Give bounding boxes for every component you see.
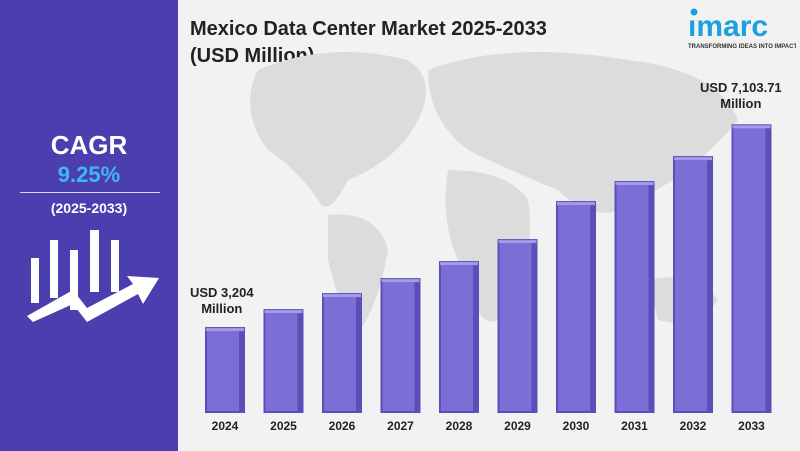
- growth-chart-icon: [27, 230, 159, 322]
- bar-side: [239, 328, 244, 412]
- cagr-label: CAGR: [50, 130, 128, 160]
- bar-top: [206, 328, 244, 332]
- bar-top: [732, 125, 771, 129]
- bar-top: [381, 279, 420, 283]
- bar-2032: [673, 156, 713, 413]
- cagr-panel: CAGR 9.25% (2025-2033): [0, 0, 178, 451]
- x-tick-label: 2026: [329, 419, 356, 433]
- bar-2029: [497, 239, 538, 413]
- bar-top: [323, 294, 361, 298]
- x-tick-label: 2030: [563, 419, 590, 433]
- bar-side: [765, 125, 771, 412]
- bar-top: [440, 262, 478, 266]
- annotation-first-unit: Million: [201, 301, 243, 316]
- bar-chart: 2024 2025 2026 2027 2028 2029 2030 2031 2032 2033: [205, 52, 772, 433]
- cagr-period: (2025-2033): [50, 200, 128, 216]
- bar: [380, 278, 421, 414]
- bar-top: [674, 157, 712, 161]
- bar: [322, 293, 362, 413]
- bar-top: [557, 202, 595, 206]
- bar-side: [473, 262, 478, 412]
- bar: [439, 261, 479, 414]
- bar: [614, 181, 655, 413]
- bar-2030: [556, 201, 596, 413]
- annotation-first-value: USD 3,204: [190, 285, 254, 300]
- bar: [673, 156, 713, 413]
- bar-2026: [322, 293, 362, 413]
- bar: [263, 309, 304, 413]
- bar-top: [615, 182, 654, 186]
- x-tick-label: 2024: [212, 419, 239, 433]
- bar-side: [648, 182, 654, 412]
- annotation-last-value: USD 7,103.71: [700, 80, 782, 95]
- bar: [205, 327, 245, 413]
- bar-side: [356, 294, 361, 412]
- bar-side: [297, 310, 303, 412]
- bar-top: [264, 310, 303, 314]
- bar: [556, 201, 596, 413]
- bar-2033: [731, 124, 772, 413]
- x-tick-label: 2028: [446, 419, 473, 433]
- bar-2028: [439, 261, 479, 414]
- bar-top: [498, 240, 537, 244]
- title-line-1: Mexico Data Center Market 2025-2033: [190, 18, 547, 40]
- bar-side: [531, 240, 537, 412]
- cagr-value: 9.25%: [57, 162, 121, 187]
- x-tick-label: 2027: [387, 419, 414, 433]
- bar-2024: [205, 327, 245, 413]
- svg-text:TRANSFORMING IDEAS INTO IMPACT: TRANSFORMING IDEAS INTO IMPACT: [688, 44, 796, 50]
- bar: [497, 239, 538, 413]
- imarc-logo: ımarc TRANSFORMING IDEAS INTO IMPACT: [688, 4, 797, 55]
- x-tick-label: 2025: [270, 419, 297, 433]
- annotation-first: USD 3,204 Million: [190, 285, 254, 317]
- x-tick-label: 2033: [738, 419, 765, 433]
- bar-side: [414, 279, 420, 412]
- annotation-last: USD 7,103.71 Million: [700, 80, 782, 112]
- bar: [731, 124, 772, 413]
- x-tick-label: 2032: [680, 419, 707, 433]
- bar-2031: [614, 181, 655, 413]
- x-tick-label: 2029: [504, 419, 531, 433]
- annotation-last-unit: Million: [720, 96, 762, 111]
- bar-side: [707, 157, 712, 412]
- bar-side: [590, 202, 595, 412]
- svg-text:ımarc: ımarc: [688, 10, 768, 43]
- bar-2027: [380, 278, 421, 414]
- bar-2025: [263, 309, 304, 413]
- divider: [20, 192, 160, 193]
- x-tick-label: 2031: [621, 419, 648, 433]
